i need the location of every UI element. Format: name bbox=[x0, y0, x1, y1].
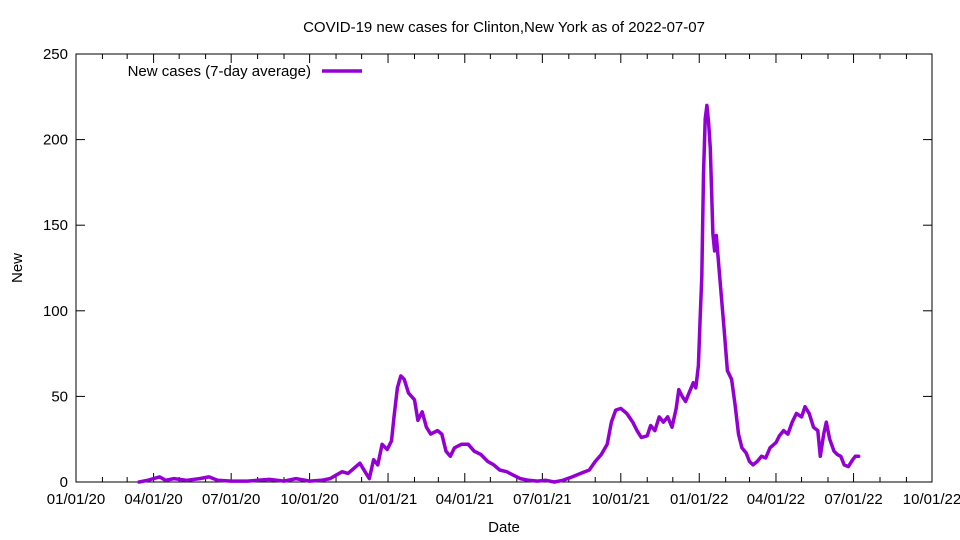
x-tick-label: 04/01/20 bbox=[124, 491, 182, 508]
chart-title: COVID-19 new cases for Clinton,New York … bbox=[303, 19, 705, 36]
y-axis-label: New bbox=[9, 253, 26, 283]
y-tick-label: 250 bbox=[43, 46, 68, 63]
x-tick-label: 01/01/22 bbox=[670, 491, 728, 508]
y-axis: 0 50 100 150 200 250 bbox=[43, 46, 932, 491]
plot-frame bbox=[75, 53, 933, 483]
x-tick-label: 01/01/21 bbox=[359, 491, 417, 508]
y-tick-label: 0 bbox=[60, 474, 68, 491]
x-axis: 01/01/20 04/01/20 07/01/20 10/01/20 01/01/21… bbox=[47, 54, 960, 508]
y-tick-label: 50 bbox=[51, 388, 68, 405]
x-tick-label: 10/01/20 bbox=[280, 491, 338, 508]
x-tick-label: 07/01/20 bbox=[202, 491, 260, 508]
x-tick-label: 01/01/20 bbox=[47, 491, 105, 508]
x-tick-label: 10/01/21 bbox=[592, 491, 650, 508]
y-tick-label: 200 bbox=[43, 132, 68, 149]
x-tick-label: 04/01/21 bbox=[436, 491, 494, 508]
series-line-new-cases bbox=[137, 103, 861, 484]
x-tick-label: 04/01/22 bbox=[747, 491, 805, 508]
legend: New cases (7-day average) bbox=[128, 63, 362, 80]
y-tick-label: 100 bbox=[43, 303, 68, 320]
legend-label: New cases (7-day average) bbox=[128, 63, 311, 80]
y-tick-label: 150 bbox=[43, 217, 68, 234]
x-tick-label: 10/01/22 bbox=[903, 491, 960, 508]
x-tick-label: 07/01/21 bbox=[513, 491, 571, 508]
x-axis-label: Date bbox=[488, 519, 520, 536]
x-tick-label: 07/01/22 bbox=[824, 491, 882, 508]
